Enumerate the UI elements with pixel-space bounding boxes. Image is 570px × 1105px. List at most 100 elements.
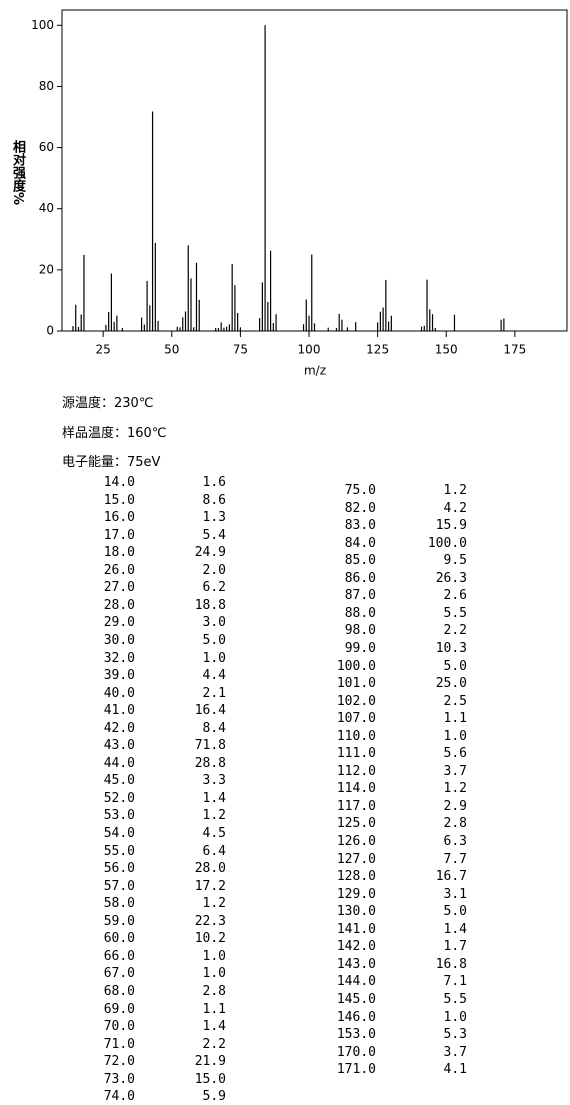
mz-cell: 171.0 [336,1062,376,1078]
intensity-cell: 2.8 [202,983,226,999]
mz-cell: 85.0 [344,553,376,569]
intensity-cell: 8.6 [202,492,226,508]
mz-cell: 84.0 [344,535,376,551]
intensity-cell: 6.4 [202,843,226,859]
mz-cell: 102.0 [336,693,376,709]
intensity-cell: 4.1 [443,1062,467,1078]
intensity-cell: 3.7 [443,763,467,779]
intensity-cell: 1.1 [202,1001,226,1017]
mz-cell: 153.0 [336,1027,376,1043]
mz-cell: 29.0 [103,615,135,631]
mz-cell: 40.0 [103,685,135,701]
mz-cell: 39.0 [103,668,135,684]
mz-cell: 101.0 [336,676,376,692]
y-tick-label: 20 [39,262,54,276]
intensity-cell: 21.9 [194,1054,226,1070]
intensity-cell: 1.7 [443,939,467,955]
mz-cell: 141.0 [336,921,376,937]
mz-cell: 144.0 [336,974,376,990]
mz-cell: 32.0 [103,650,135,666]
intensity-cell: 100.0 [427,535,467,551]
intensity-cell: 1.0 [202,966,226,982]
y-tick-label: 100 [31,18,54,32]
intensity-cell: 17.2 [194,878,226,894]
mz-cell: 26.0 [103,562,135,578]
intensity-cell: 1.6 [202,475,226,490]
intensity-cell: 1.0 [202,650,226,666]
x-tick-label: 175 [503,343,526,357]
mz-cell: 170.0 [336,1044,376,1060]
intensity-cell: 1.4 [443,921,467,937]
intensity-cell: 2.0 [202,562,226,578]
intensity-cell: 10.3 [435,640,467,656]
mz-cell: 54.0 [103,826,135,841]
mz-cell: 86.0 [344,570,376,586]
intensity-cell: 5.4 [202,527,226,543]
intensity-cell: 1.3 [202,510,226,526]
intensity-cell: 1.2 [443,483,467,498]
mz-cell: 98.0 [344,623,376,639]
mz-cell: 44.0 [103,755,135,771]
mz-cell: 52.0 [103,790,135,806]
intensity-cell: 5.0 [443,658,467,674]
mz-cell: 68.0 [103,983,135,999]
mz-cell: 15.0 [103,492,135,508]
info-line: 样品温度：160℃ [62,425,167,441]
mz-cell: 75.0 [344,483,376,498]
intensity-cell: 3.7 [443,1044,467,1060]
mz-cell: 30.0 [103,632,135,648]
intensity-cell: 26.3 [435,570,467,586]
intensity-cell: 4.2 [443,500,467,516]
x-tick-label: 150 [435,343,458,357]
intensity-cell: 2.8 [443,816,467,832]
mz-cell: 100.0 [336,658,376,674]
y-tick-label: 0 [46,324,54,338]
mz-cell: 143.0 [336,956,376,972]
mz-cell: 107.0 [336,711,376,727]
mz-cell: 83.0 [344,518,376,534]
mz-cell: 125.0 [336,816,376,832]
intensity-cell: 15.9 [435,518,467,534]
y-tick-label: 60 [39,140,54,154]
intensity-cell: 10.2 [194,931,226,947]
mz-cell: 82.0 [344,500,376,516]
mz-cell: 58.0 [103,896,135,912]
intensity-cell: 28.8 [194,755,226,771]
intensity-cell: 1.4 [202,1019,226,1035]
mz-cell: 57.0 [103,878,135,894]
intensity-cell: 5.0 [443,904,467,920]
mz-cell: 70.0 [103,1019,135,1035]
intensity-cell: 2.5 [443,693,467,709]
mz-cell: 145.0 [336,991,376,1007]
mz-cell: 28.0 [103,597,135,613]
x-tick-label: 75 [233,343,248,357]
mz-cell: 69.0 [103,1001,135,1017]
intensity-cell: 1.0 [202,948,226,964]
mz-cell: 16.0 [103,510,135,526]
intensity-cell: 1.0 [443,1009,467,1025]
mz-cell: 55.0 [103,843,135,859]
x-tick-label: 125 [366,343,389,357]
mz-cell: 41.0 [103,703,135,719]
info-line: 源温度：230℃ [62,396,154,411]
intensity-cell: 3.1 [443,886,467,902]
x-tick-label: 50 [164,343,179,357]
mz-cell: 17.0 [103,527,135,543]
intensity-cell: 18.8 [194,597,226,613]
y-tick-label: 80 [39,79,54,93]
intensity-cell: 71.8 [194,738,226,754]
intensity-cell: 8.4 [202,720,226,736]
intensity-cell: 5.5 [443,605,467,621]
mz-cell: 53.0 [103,808,135,824]
chart: m/z 0 20 40 60 80 100 25 50 75 100 125 150 175 [31,9,568,378]
intensity-cell: 6.2 [202,580,226,596]
mz-cell: 87.0 [344,588,376,604]
intensity-cell: 2.2 [202,1036,226,1052]
intensity-cell: 9.5 [443,553,467,569]
intensity-cell: 1.2 [202,808,226,824]
mz-cell: 59.0 [103,913,135,929]
intensity-cell: 24.9 [194,545,226,561]
mz-cell: 114.0 [336,781,376,797]
intensity-cell: 5.5 [443,991,467,1007]
